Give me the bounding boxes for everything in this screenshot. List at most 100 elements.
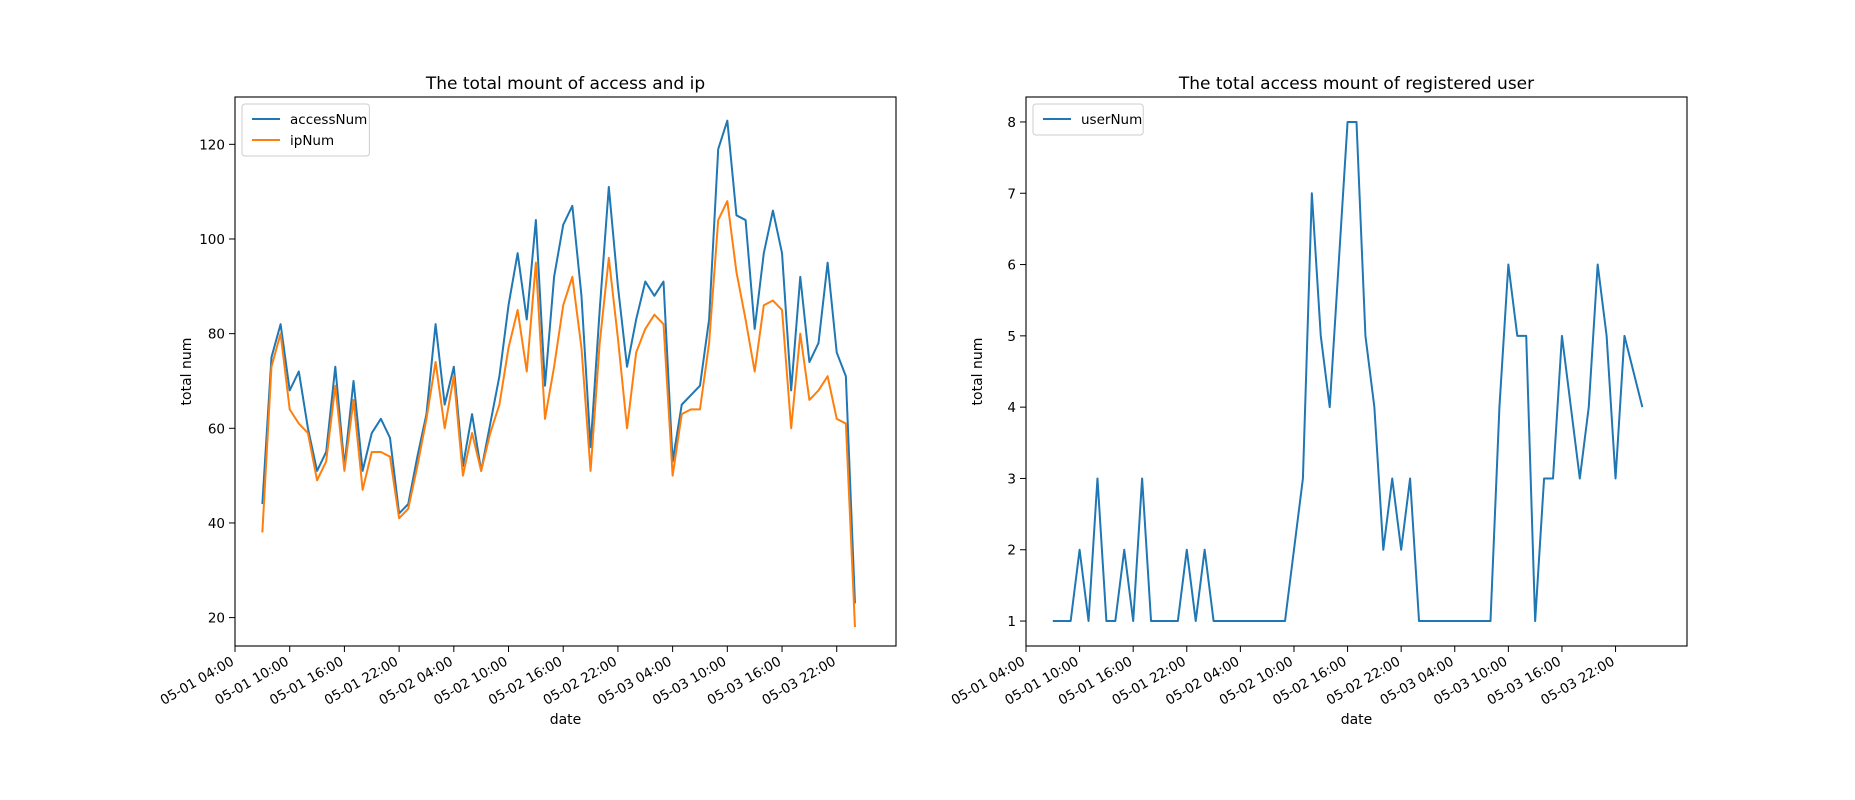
data-point-ipNum-20: [443, 427, 446, 430]
data-point-accessNum-57: [780, 252, 783, 255]
data-point-accessNum-38: [607, 185, 610, 188]
y-tick-label: 60: [208, 421, 225, 437]
data-point-userNum-19: [1310, 192, 1313, 195]
data-point-accessNum-35: [580, 294, 583, 297]
y-tick-label: 3: [1007, 471, 1016, 487]
data-point-accessNum-26: [498, 375, 501, 378]
data-point-accessNum-50: [717, 147, 720, 150]
data-point-ipNum-29: [525, 370, 528, 373]
data-point-accessNum-48: [698, 384, 701, 387]
data-point-accessNum-58: [790, 389, 793, 392]
data-point-accessNum-8: [334, 365, 337, 368]
y-tick-label: 20: [208, 611, 225, 627]
legend: accessNum ipNum: [241, 103, 370, 157]
data-point-userNum-21: [1328, 406, 1331, 409]
series-line-accessNum: [261, 119, 856, 604]
data-point-accessNum-29: [525, 318, 528, 321]
data-point-userNum-40: [1578, 477, 1581, 480]
data-point-userNum-34: [1516, 334, 1519, 337]
data-point-ipNum-6: [315, 479, 318, 482]
data-point-ipNum-36: [589, 469, 592, 472]
data-point-userNum-27: [1391, 477, 1394, 480]
data-point-ipNum-0: [261, 531, 264, 534]
legend-entry-accessNum: accessNum: [290, 112, 367, 128]
data-point-userNum-43: [1605, 334, 1608, 337]
data-point-ipNum-53: [744, 318, 747, 321]
data-point-accessNum-34: [571, 204, 574, 207]
data-point-userNum-38: [1551, 477, 1554, 480]
data-point-accessNum-54: [753, 327, 756, 330]
data-point-userNum-36: [1534, 619, 1537, 622]
data-point-ipNum-55: [762, 304, 765, 307]
data-point-accessNum-27: [507, 304, 510, 307]
data-point-userNum-0: [1051, 619, 1054, 622]
data-point-userNum-9: [1132, 619, 1135, 622]
data-point-accessNum-61: [817, 342, 820, 345]
data-point-userNum-5: [1096, 477, 1099, 480]
data-point-ipNum-37: [598, 342, 601, 345]
y-tick-label: 4: [1007, 400, 1016, 416]
data-point-ipNum-28: [516, 308, 519, 311]
data-point-userNum-10: [1141, 477, 1144, 480]
x-axis-label: date: [1341, 712, 1373, 728]
data-point-ipNum-23: [470, 431, 473, 434]
data-point-ipNum-56: [771, 299, 774, 302]
data-point-ipNum-47: [689, 408, 692, 411]
data-point-ipNum-24: [480, 469, 483, 472]
data-point-accessNum-25: [489, 422, 492, 425]
data-point-accessNum-1: [270, 356, 273, 359]
data-point-userNum-33: [1507, 263, 1510, 266]
data-point-userNum-30: [1417, 619, 1420, 622]
data-point-userNum-15: [1203, 548, 1206, 551]
data-point-accessNum-23: [470, 412, 473, 415]
data-point-userNum-37: [1542, 477, 1545, 480]
data-point-ipNum-14: [388, 455, 391, 458]
data-point-userNum-22: [1346, 120, 1349, 123]
data-point-userNum-35: [1525, 334, 1528, 337]
data-point-userNum-18: [1301, 477, 1304, 480]
data-point-accessNum-30: [534, 218, 537, 221]
data-point-accessNum-59: [799, 275, 802, 278]
data-point-userNum-14: [1194, 619, 1197, 622]
data-point-ipNum-10: [352, 398, 355, 401]
legend-box: [1032, 103, 1144, 136]
data-point-ipNum-35: [580, 346, 583, 349]
data-point-ipNum-46: [680, 412, 683, 415]
data-point-ipNum-19: [434, 360, 437, 363]
data-point-userNum-31: [1489, 619, 1492, 622]
data-point-userNum-23: [1355, 120, 1358, 123]
data-point-userNum-32: [1498, 406, 1501, 409]
chart-title: The total mount of access and ip: [425, 74, 705, 94]
axes-frame: [234, 96, 897, 647]
data-point-ipNum-27: [507, 346, 510, 349]
data-point-accessNum-39: [616, 285, 619, 288]
data-point-userNum-2: [1069, 619, 1072, 622]
data-point-userNum-11: [1149, 619, 1152, 622]
data-point-ipNum-12: [370, 450, 373, 453]
data-point-ipNum-3: [288, 408, 291, 411]
data-point-ipNum-34: [571, 275, 574, 278]
data-point-ipNum-8: [334, 384, 337, 387]
data-point-ipNum-65: [853, 625, 856, 628]
data-point-ipNum-7: [325, 460, 328, 463]
data-point-ipNum-31: [543, 417, 546, 420]
y-tick-label: 40: [208, 516, 225, 532]
data-point-userNum-24: [1364, 334, 1367, 337]
data-point-accessNum-2: [279, 323, 282, 326]
axes-frame: [1025, 96, 1688, 647]
data-point-ipNum-51: [726, 200, 729, 203]
y-tick-label: 1: [1007, 614, 1016, 630]
data-point-ipNum-45: [671, 474, 674, 477]
data-point-accessNum-51: [726, 119, 729, 122]
y-tick-label: 7: [1007, 186, 1016, 202]
data-point-ipNum-58: [790, 427, 793, 430]
data-point-accessNum-32: [553, 275, 556, 278]
data-point-ipNum-38: [607, 256, 610, 259]
data-point-accessNum-37: [598, 308, 601, 311]
data-point-ipNum-16: [407, 507, 410, 510]
data-point-ipNum-43: [653, 313, 656, 316]
data-point-ipNum-44: [662, 323, 665, 326]
y-tick-label: 5: [1007, 329, 1016, 345]
legend-entry-ipNum: ipNum: [290, 133, 334, 149]
data-point-ipNum-13: [379, 450, 382, 453]
